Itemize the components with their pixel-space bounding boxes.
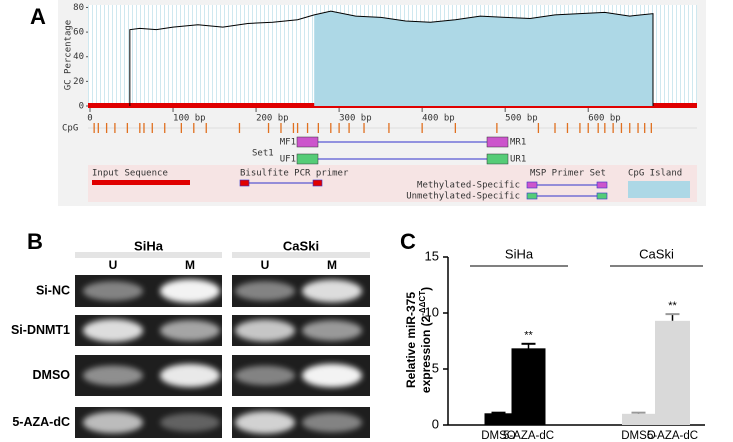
legend-swatch <box>312 179 323 187</box>
y-tick-label: 5 <box>432 360 439 375</box>
y-axis-label-line: Relative miR-375 <box>404 292 418 388</box>
legend-swatch <box>596 192 608 200</box>
bar <box>655 320 690 425</box>
y-tick-label: 60 <box>73 28 84 38</box>
gel-band <box>83 365 143 386</box>
panel-label: C <box>400 229 416 254</box>
cpg-label: CpG <box>62 124 78 134</box>
panel-b: SiHa U M CaSki U M Si-NC Si-DNMT1 DMSO 5-AZA-dC <box>11 238 370 438</box>
gel-band <box>302 279 362 303</box>
gel-band <box>160 413 220 432</box>
row-label: 5-AZA-dC <box>12 415 70 429</box>
gc-line <box>129 10 654 106</box>
group-header: SiHa <box>134 238 164 253</box>
x-tick-label: 0 <box>87 114 92 124</box>
y-tick-label: 10 <box>425 304 439 319</box>
panel-label: B <box>27 229 43 254</box>
x-tick-label: 400 bp <box>422 114 455 124</box>
gel-band <box>160 279 220 303</box>
significance-label: ** <box>668 300 677 312</box>
bar <box>622 413 655 425</box>
y-axis-label-line: expression (2 <box>419 315 433 393</box>
x-tick-label: 5-AZA-dC <box>647 430 698 442</box>
row-label: DMSO <box>33 368 71 382</box>
lane-label: M <box>185 258 195 272</box>
group-header-bar <box>232 252 370 258</box>
group-label: CaSki <box>639 246 674 261</box>
primer-label: MR1 <box>510 138 526 148</box>
gel-band <box>235 281 295 301</box>
legend-text: Methylated-Specific <box>417 181 520 191</box>
gel-band <box>235 411 295 434</box>
primer-label: UF1 <box>280 155 296 165</box>
y-tick-label: 80 <box>73 3 84 13</box>
y-axis-label: Relative miR-375expression (2-ΔΔCT) <box>404 287 433 393</box>
group-header-bar <box>75 252 222 258</box>
y-tick-label: 0 <box>432 416 439 431</box>
panel-label: A <box>30 4 46 29</box>
group-header: CaSki <box>283 238 319 253</box>
gel-band <box>302 320 362 341</box>
x-tick-label: DMSO <box>621 430 656 442</box>
row-label: Si-NC <box>36 283 70 297</box>
legend-swatch <box>526 181 538 189</box>
primer-box <box>296 136 319 148</box>
y-tick-label: 15 <box>425 248 439 263</box>
legend-text: MSP Primer Set <box>530 169 606 179</box>
gel-band <box>235 319 295 342</box>
legend-text: Input Sequence <box>92 169 168 179</box>
gel-band <box>235 365 295 386</box>
gel-band <box>83 411 143 434</box>
x-tick-label: 100 bp <box>173 114 206 124</box>
y-axis-label: GC Percentage <box>64 20 74 90</box>
group-label: SiHa <box>505 246 534 261</box>
legend-swatch <box>628 181 690 198</box>
legend-swatch <box>526 192 538 200</box>
primer-box <box>486 136 509 148</box>
lane-label: M <box>327 258 337 272</box>
primer-set-label: Set1 <box>252 149 274 159</box>
legend-swatch <box>239 179 250 187</box>
gel-band <box>302 412 362 433</box>
x-tick-label: 600 bp <box>588 114 621 124</box>
lane-label: U <box>109 258 118 272</box>
panel-a: GC Percentage 0 20 40 60 80 0 100 bp 200 bp 300 b… <box>62 3 697 202</box>
legend-text: Bisulfite PCR primer <box>240 169 349 179</box>
primer-label: MF1 <box>280 138 296 148</box>
panel-c: Relative miR-375expression (2-ΔΔCT) 0 5 10 1… <box>404 246 705 442</box>
row-label: Si-DNMT1 <box>11 323 70 337</box>
y-axis-label-sup: -ΔΔCT <box>418 291 427 316</box>
primer-box <box>296 153 319 165</box>
cpg-island-area <box>314 11 653 106</box>
lane-label: U <box>261 258 270 272</box>
x-tick-label: 5-AZA-dC <box>503 430 554 442</box>
gel-band <box>160 320 220 341</box>
primer-box <box>486 153 509 165</box>
x-tick-label: DMSO <box>481 430 516 442</box>
primer-label: UR1 <box>510 155 526 165</box>
x-tick-label: 200 bp <box>256 114 289 124</box>
gel-band <box>83 281 143 301</box>
y-tick-label: 0 <box>79 102 84 112</box>
legend-text: Unmethylated-Specific <box>406 192 520 202</box>
y-tick-label: 40 <box>73 52 84 62</box>
x-tick-label: 300 bp <box>339 114 372 124</box>
legend-text: CpG Island <box>628 169 682 179</box>
y-axis-label-end: ) <box>419 287 433 291</box>
bar <box>484 413 513 426</box>
gel-band <box>160 363 220 388</box>
y-tick-label: 20 <box>73 77 84 87</box>
bar <box>511 348 546 426</box>
x-tick-label: 500 bp <box>505 114 538 124</box>
gel-band <box>302 363 362 388</box>
legend-swatch <box>596 181 608 189</box>
gel-band <box>83 319 143 342</box>
legend-swatch <box>92 180 190 185</box>
significance-label: ** <box>524 330 533 342</box>
